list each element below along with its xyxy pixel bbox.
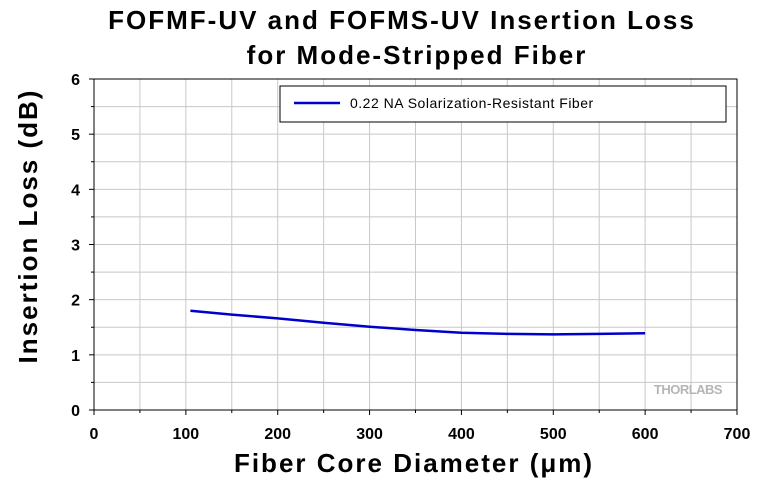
series-layer xyxy=(190,309,646,336)
x-tick-label: 0 xyxy=(90,426,99,443)
chart-title: FOFMF-UV and FOFMS-UV Insertion Loss xyxy=(108,5,696,35)
legend: 0.22 NA Solarization-Resistant Fiber xyxy=(279,85,727,123)
axis-ticks xyxy=(89,78,738,415)
y-tick-label: 4 xyxy=(71,182,80,199)
x-tick-label: 500 xyxy=(540,426,567,443)
grid xyxy=(94,79,737,410)
y-tick-label: 6 xyxy=(71,72,80,89)
y-tick-label: 1 xyxy=(71,348,80,365)
y-tick-label: 2 xyxy=(71,293,80,310)
legend-label: 0.22 NA Solarization-Resistant Fiber xyxy=(350,95,594,111)
y-tick-label: 3 xyxy=(71,238,80,255)
x-axis-label: Fiber Core Diameter (μm) xyxy=(234,448,594,478)
x-tick-label: 300 xyxy=(356,426,383,443)
x-tick-label: 700 xyxy=(724,426,751,443)
chart-subtitle: for Mode-Stripped Fiber xyxy=(247,40,588,70)
series-line xyxy=(190,309,646,336)
thorlabs-watermark: THORLABS xyxy=(654,382,723,397)
y-tick-label: 0 xyxy=(71,403,80,420)
x-tick-label: 100 xyxy=(173,426,200,443)
x-tick-label: 600 xyxy=(632,426,659,443)
y-tick-label: 5 xyxy=(71,127,80,144)
x-tick-labels: 0 100 200 300 400 500 600 700 xyxy=(90,426,751,443)
y-tick-labels: 0 1 2 3 4 5 6 xyxy=(71,72,80,420)
x-tick-label: 200 xyxy=(264,426,291,443)
x-tick-label: 400 xyxy=(448,426,475,443)
y-axis-label: Insertion Loss (dB) xyxy=(13,89,43,364)
legend-box xyxy=(279,85,727,123)
